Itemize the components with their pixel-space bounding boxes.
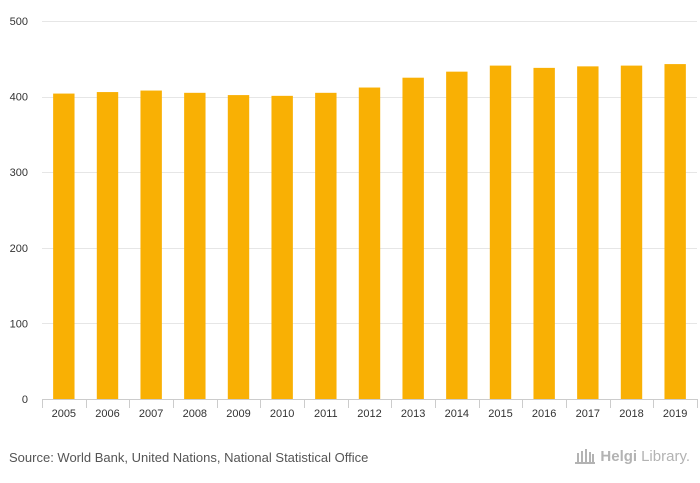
- bar-2012[interactable]: [358, 87, 381, 399]
- x-tick-label: 2015: [488, 408, 512, 420]
- bar-2017[interactable]: [577, 66, 599, 400]
- bar-2005[interactable]: [53, 93, 75, 400]
- bar-2014[interactable]: [446, 71, 468, 399]
- y-tick-label: 400: [10, 92, 28, 104]
- logo-text-sub: Library.: [641, 447, 690, 465]
- bar-2008[interactable]: [184, 92, 206, 399]
- x-axis-ticks: 2005 2006 2007 2008 2009 2010 2011 2012 2013 2014…: [52, 408, 688, 420]
- y-tick-label: 300: [10, 167, 28, 179]
- x-tick-label: 2014: [445, 408, 469, 420]
- x-tick-label: 2010: [270, 408, 294, 420]
- bar-2013[interactable]: [402, 77, 424, 399]
- library-building-icon: [575, 449, 596, 464]
- bar-2011[interactable]: [315, 92, 337, 399]
- x-tick-label: 2017: [576, 408, 600, 420]
- y-tick-label: 100: [10, 318, 28, 330]
- y-tick-label: 500: [10, 16, 28, 28]
- helgi-library-logo[interactable]: Helgi Library.: [574, 447, 690, 465]
- bar-2015[interactable]: [489, 65, 512, 399]
- x-axis: [42, 399, 698, 408]
- x-tick-label: 2007: [139, 408, 163, 420]
- x-tick-label: 2008: [183, 408, 207, 420]
- x-tick-label: 2019: [663, 408, 687, 420]
- x-tick-label: 2016: [532, 408, 556, 420]
- x-tick-label: 2011: [314, 408, 338, 420]
- bar-2018[interactable]: [620, 65, 643, 399]
- bar-2016[interactable]: [533, 67, 555, 399]
- x-tick-label: 2005: [52, 408, 76, 420]
- x-tick-label: 2013: [401, 408, 425, 420]
- x-tick-label: 2006: [95, 408, 119, 420]
- y-axis-ticks: 0 100 200 300 400 500: [10, 16, 28, 406]
- bar-chart: 0 100 200 300 400 500 2005 2006 2007 2008 2009 201…: [10, 16, 698, 420]
- bars: [53, 64, 686, 400]
- bar-2006[interactable]: [96, 92, 119, 400]
- logo-text-main: Helgi: [600, 447, 638, 465]
- bar-2007[interactable]: [140, 90, 162, 399]
- source-note: Source: World Bank, United Nations, Nati…: [9, 450, 369, 465]
- bar-2019[interactable]: [664, 64, 686, 399]
- x-tick-label: 2018: [619, 408, 643, 420]
- y-tick-label: 0: [22, 394, 28, 406]
- x-tick-label: 2012: [357, 408, 381, 420]
- x-tick-label: 2009: [226, 408, 250, 420]
- bar-2010[interactable]: [271, 95, 293, 400]
- y-tick-label: 200: [10, 243, 28, 255]
- bar-2009[interactable]: [227, 95, 250, 399]
